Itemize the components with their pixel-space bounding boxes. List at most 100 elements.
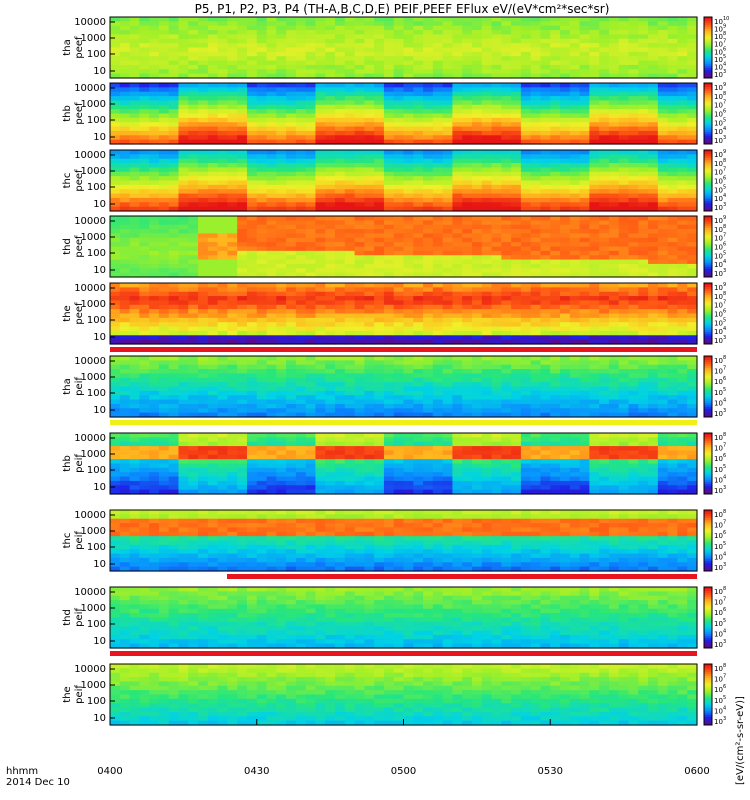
spectrogram-cell	[237, 326, 248, 332]
spectrogram-cell	[579, 287, 590, 293]
spectrogram-cell	[628, 313, 639, 319]
spectrogram-cell	[540, 25, 551, 31]
spectrogram-cell	[168, 184, 180, 190]
spectrogram-cell	[520, 100, 532, 106]
spectrogram-cell	[354, 56, 365, 62]
spectrogram-cell	[667, 87, 679, 93]
spectrogram-cell	[119, 246, 131, 252]
spectrogram-cell	[589, 91, 600, 97]
spectrogram-cell	[246, 313, 258, 319]
spectrogram-cell	[569, 259, 581, 265]
panel-frame	[109, 282, 698, 345]
spectrogram-cell	[393, 326, 405, 332]
spectrogram-cell	[452, 364, 463, 370]
spectrogram-cell	[246, 163, 258, 169]
spectrogram-cell	[129, 224, 140, 230]
spectrogram-cell	[237, 408, 248, 414]
spectrogram-cell	[129, 96, 140, 102]
spectrogram-cell	[256, 189, 268, 195]
spectrogram-cell	[530, 21, 542, 27]
spectrogram-cell	[286, 30, 297, 36]
spectrogram-cell	[520, 268, 532, 274]
spectrogram-cell	[599, 313, 610, 319]
spectrogram-cell	[246, 167, 258, 173]
spectrogram-cell	[432, 242, 444, 248]
spectrogram-cell	[139, 64, 150, 70]
spectrogram-cell	[667, 150, 679, 155]
spectrogram-cell	[188, 237, 199, 243]
colorbar-tick-exponent: 7	[723, 167, 726, 173]
spectrogram-cell	[110, 246, 121, 252]
spectrogram-cell	[648, 30, 659, 36]
spectrogram-cell	[188, 130, 199, 136]
spectrogram-cell	[168, 272, 180, 278]
spectrogram-cell	[393, 360, 405, 366]
colorbar-segment	[704, 57, 712, 61]
spectrogram-cell	[648, 139, 659, 145]
panel-probe-label: thd	[62, 238, 73, 255]
spectrogram-cell	[491, 47, 502, 53]
spectrogram-cell	[648, 220, 659, 226]
spectrogram-cell	[403, 412, 414, 418]
spectrogram-cell	[569, 135, 581, 141]
spectrogram-cell	[256, 197, 268, 203]
spectrogram-cell	[432, 259, 444, 265]
spectrogram-cell	[550, 220, 561, 226]
spectrogram-cell	[364, 326, 375, 332]
spectrogram-cell	[432, 197, 444, 203]
y-tick-label: 1000	[81, 299, 106, 310]
spectrogram-cell	[599, 291, 610, 297]
colorbar-segment	[704, 75, 712, 79]
spectrogram-cell	[295, 296, 307, 302]
spectrogram-cell	[442, 122, 454, 128]
spectrogram-cell	[648, 100, 659, 106]
spectrogram-cell	[423, 220, 434, 226]
spectrogram-cell	[305, 171, 317, 177]
spectrogram-cell	[677, 206, 688, 212]
spectrogram-cell	[335, 224, 346, 230]
spectrogram-cell	[119, 73, 131, 79]
spectrogram-cell	[628, 180, 639, 186]
spectrogram-cell	[276, 47, 287, 53]
spectrogram-cell	[657, 255, 669, 261]
spectrogram-cell	[628, 87, 639, 93]
spectrogram-cell	[266, 56, 277, 62]
spectrogram-cell	[335, 233, 346, 239]
spectrogram-cell	[110, 369, 121, 375]
spectrogram-cell	[139, 255, 150, 261]
spectrogram-cell	[608, 104, 620, 110]
spectrogram-cell	[540, 64, 551, 70]
spectrogram-cell	[256, 339, 268, 345]
spectrogram-cell	[149, 109, 160, 115]
spectrogram-cell	[198, 64, 209, 70]
spectrogram-cell	[608, 283, 620, 288]
spectrogram-cell	[442, 390, 454, 396]
spectrogram-cell	[168, 69, 180, 75]
spectrogram-cell	[383, 47, 395, 53]
spectrogram-cell	[374, 47, 385, 53]
spectrogram-cell	[481, 287, 493, 293]
spectrogram-cell	[471, 25, 483, 31]
spectrogram-cell	[286, 408, 297, 414]
spectrogram-cell	[511, 150, 522, 155]
colorbar-segment	[704, 331, 712, 335]
spectrogram-cell	[491, 184, 502, 190]
spectrogram-cell	[452, 304, 463, 310]
spectrogram-cell	[354, 189, 365, 195]
spectrogram-cell	[618, 117, 630, 123]
spectrogram-cell	[246, 317, 258, 323]
spectrogram-cell	[178, 167, 189, 173]
spectrogram-cell	[540, 69, 551, 75]
spectrogram-cell	[569, 83, 581, 88]
spectrogram-cell	[540, 117, 551, 123]
spectrogram-cell	[139, 139, 150, 145]
spectrogram-cell	[364, 184, 375, 190]
spectrogram-cell	[413, 259, 424, 265]
spectrogram-cell	[188, 300, 199, 306]
spectrogram-cell	[325, 356, 336, 361]
spectrogram-cell	[462, 130, 473, 136]
spectrogram-cell	[677, 60, 688, 66]
spectrogram-cell	[403, 206, 414, 212]
spectrogram-cell	[638, 104, 649, 110]
spectrogram-cell	[432, 322, 444, 328]
